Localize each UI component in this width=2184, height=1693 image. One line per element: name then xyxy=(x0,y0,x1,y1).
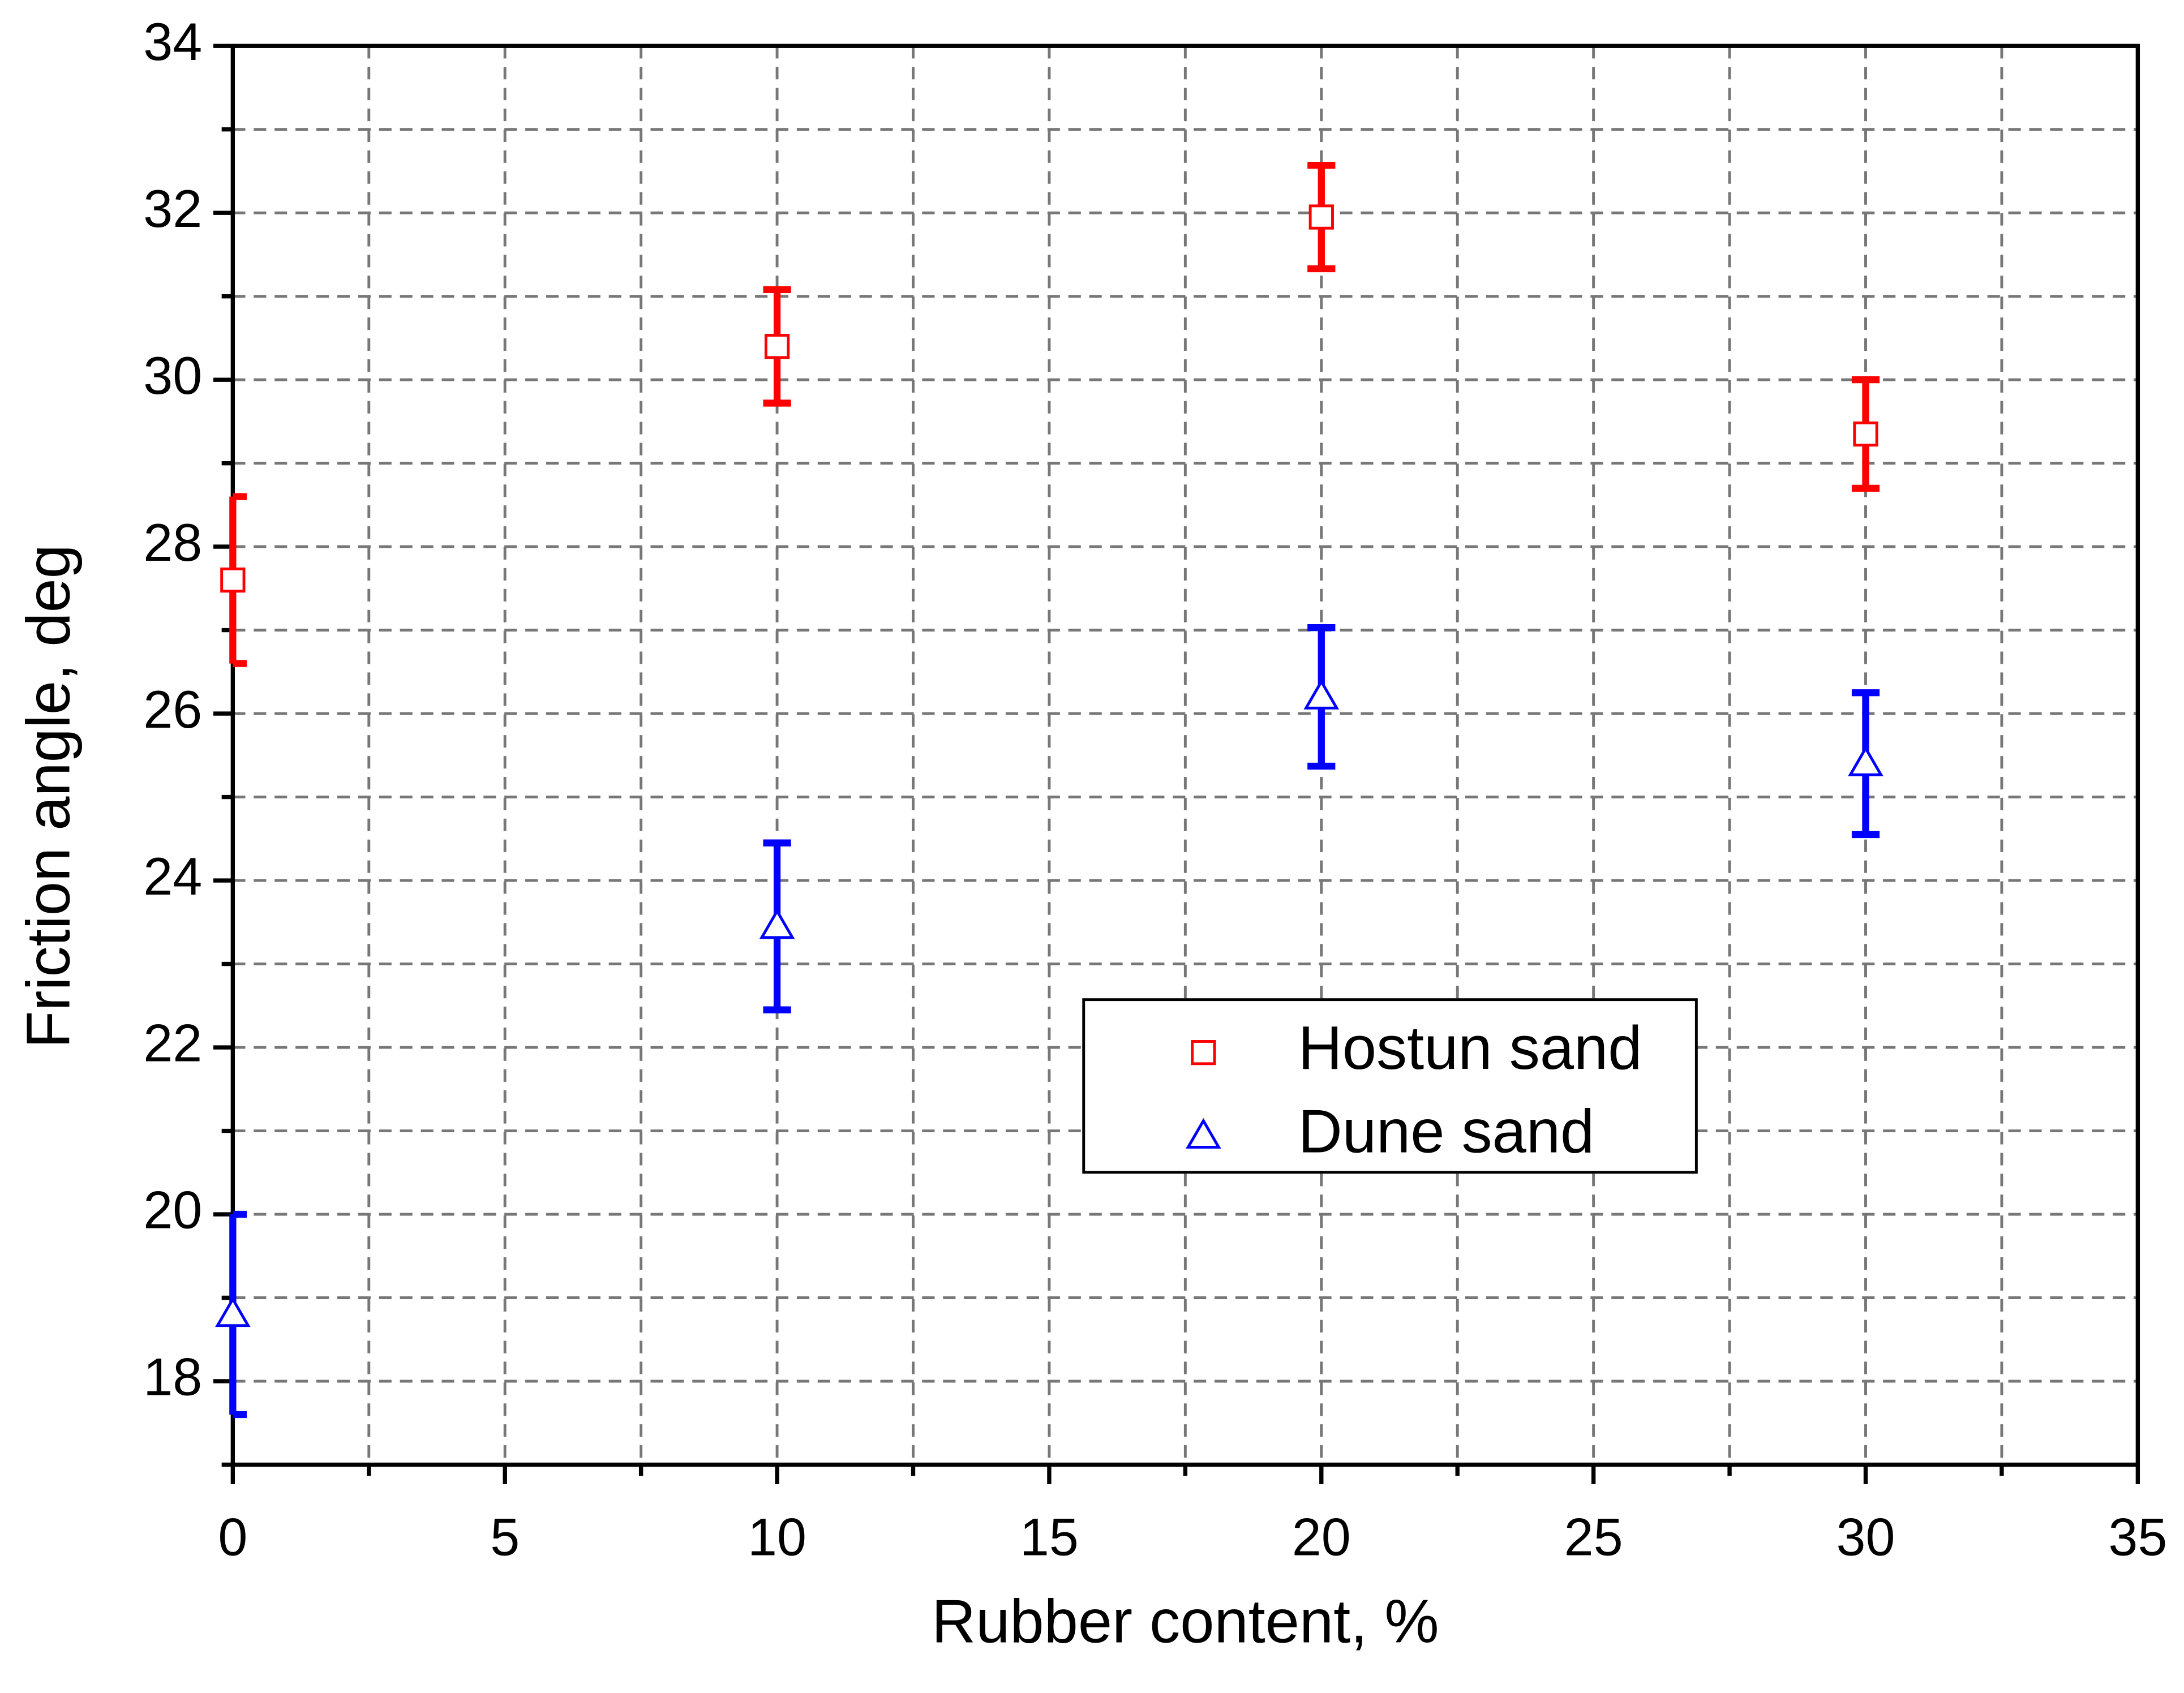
marker xyxy=(1308,204,1334,230)
y-tick-label: 34 xyxy=(143,12,202,71)
x-tick-label: 35 xyxy=(2108,1507,2167,1566)
legend-box xyxy=(1082,998,1698,1174)
marker xyxy=(764,334,790,359)
y-tick-label: 26 xyxy=(143,680,202,739)
x-tick-label: 10 xyxy=(748,1507,806,1566)
ticks: 0 5 10 15 20 25 30 35 18 20 22 24 26 28 30 32 34 xyxy=(143,12,2167,1567)
y-tick-label: 18 xyxy=(143,1347,202,1407)
y-tick-label: 24 xyxy=(143,846,202,906)
y-tick-label: 30 xyxy=(143,346,202,405)
y-tick-label: 32 xyxy=(143,179,202,238)
legend-label: Hostun sand xyxy=(1298,1013,1642,1082)
y-axis-label: Friction angle, deg xyxy=(14,544,83,1049)
legend-label: Dune sand xyxy=(1298,1097,1595,1165)
x-tick-label: 5 xyxy=(490,1507,520,1566)
legend: Hostun sand Dune sand xyxy=(1082,998,1698,1174)
marker xyxy=(1186,1118,1221,1149)
marks xyxy=(215,161,1883,1419)
x-tick-label: 0 xyxy=(218,1507,247,1566)
y-tick-label: 28 xyxy=(143,513,202,572)
x-tick-label: 25 xyxy=(1564,1507,1623,1566)
marker xyxy=(220,567,246,593)
marker xyxy=(759,908,795,939)
marker xyxy=(1848,745,1883,776)
marker xyxy=(1191,1040,1216,1065)
marker xyxy=(1853,421,1878,447)
marker xyxy=(215,1296,251,1327)
y-tick-label: 22 xyxy=(143,1013,202,1073)
y-tick-label: 20 xyxy=(143,1180,202,1240)
x-tick-label: 20 xyxy=(1292,1507,1351,1566)
x-axis-label: Rubber content, % xyxy=(932,1587,1439,1655)
marker xyxy=(1303,678,1340,710)
x-tick-label: 30 xyxy=(1836,1507,1895,1566)
x-tick-label: 15 xyxy=(1020,1507,1079,1566)
